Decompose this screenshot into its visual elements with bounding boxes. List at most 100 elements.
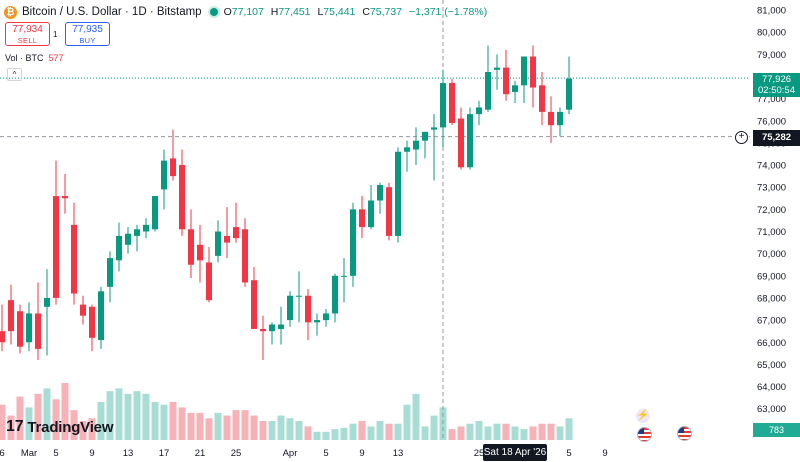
volume-bar [223,415,231,440]
volume-bar [331,429,339,440]
volume-legend[interactable]: Vol · BTC 577 [5,53,64,63]
candle-body [179,165,185,230]
candle-body [269,324,275,332]
volume-bar [565,418,573,440]
volume-bar [169,402,177,440]
volume-bar [241,410,249,440]
candle-body [188,229,194,265]
volume-bar [367,426,375,440]
volume-bar [475,421,483,440]
close-value: 75,737 [369,6,403,18]
time-axis-label: 5 [323,448,328,459]
candle-body [143,224,149,232]
candle-body [8,300,14,332]
volume-bar [538,423,546,440]
candle-body [404,147,410,152]
volume-bar [349,423,357,440]
volume-bar [556,426,564,440]
candle-body [62,196,68,199]
volume-bar [322,431,330,440]
candle-body [386,187,392,236]
time-axis-label: 13 [393,448,404,459]
candle-body [332,275,338,314]
candle-body [116,235,122,261]
time-axis-label: 17 [159,448,170,459]
tradingview-logo[interactable]: 17 TradingView [6,418,113,436]
event-lightning-icon[interactable]: ⚡ [636,409,650,423]
time-axis-label: 25 [474,448,485,459]
candle-body [440,83,446,128]
candle-body [80,304,86,316]
volume-bar [205,418,213,440]
volume-bar [25,407,33,440]
price-axis-label: 65,000 [757,360,786,371]
volume-bar [421,426,429,440]
crosshair-date-tag: Sat 18 Apr '26 [483,444,547,461]
volume-bar [187,412,195,440]
volume-bar [295,421,303,440]
volume-value-tag: 783 [753,423,800,437]
market-status-icon[interactable] [209,8,218,16]
chart-header: ₿ Bitcoin / U.S. Dollar · 1D · Bitstamp … [4,3,487,21]
volume-bar [124,393,132,440]
volume-bar [448,429,456,440]
buy-button[interactable]: 77,935 BUY [65,22,110,46]
time-axis-label: 9 [602,448,607,459]
open-value: 77,107 [231,6,264,18]
candle-body [215,231,221,256]
time-axis-label: 5 [566,448,571,459]
sell-button[interactable]: 77,934 SELL [5,22,50,46]
us-flag-icon[interactable] [637,427,652,442]
collapse-legend-button[interactable]: ^ [7,68,22,81]
candle-body [341,275,347,277]
price-axis-label: 68,000 [757,293,786,304]
candle-body [161,160,167,190]
ohlc-values: O77,107 H77,451 L75,441 C75,737 −1,371 (… [223,6,488,18]
time-axis-label: 9 [359,448,364,459]
symbol-title[interactable]: Bitcoin / U.S. Dollar · 1D · Bitstamp [22,6,202,18]
volume-bar [484,426,492,440]
volume-bar [151,402,159,440]
volume-bar [250,415,258,440]
candle-body [377,184,383,201]
volume-bar [232,410,240,440]
spread-value: 1 [53,30,58,39]
price-axis-label: 70,000 [757,249,786,260]
candle-body [35,313,41,349]
candle-body [278,324,284,329]
volume-bar [376,421,384,440]
candle-body [287,295,293,321]
volume-bar [34,393,42,440]
sell-label: SELL [17,36,38,45]
volume-bar [106,391,114,440]
candle-body [125,233,131,245]
volume-bar [493,423,501,440]
candle-body [485,72,491,110]
time-axis-label: 13 [123,448,134,459]
volume-bar [70,410,78,440]
volume-bar [277,415,285,440]
volume-bar [529,426,537,440]
volume-bar [7,415,15,440]
crosshair-price-tag: 75,282 [753,130,800,146]
price-axis-label: 64,000 [757,382,786,393]
candle-body [107,258,113,287]
time-axis-label: 5 [53,448,58,459]
us-flag-icon[interactable] [677,426,692,441]
candle-body [89,306,95,338]
volume-bar [457,426,465,440]
volume-bar [430,415,438,440]
candle-body [503,67,509,95]
add-alert-plus-icon[interactable]: + [735,131,748,144]
price-axis-label: 79,000 [757,50,786,61]
candle-body [566,78,572,110]
volume-bar [160,404,168,440]
volume-bar [43,388,51,440]
candle-body [170,158,176,177]
high-value: 77,451 [278,6,311,18]
change-value: −1,371 (−1.78%) [408,6,488,18]
current-price-value: 77,926 [761,74,792,85]
candle-body [134,229,140,236]
